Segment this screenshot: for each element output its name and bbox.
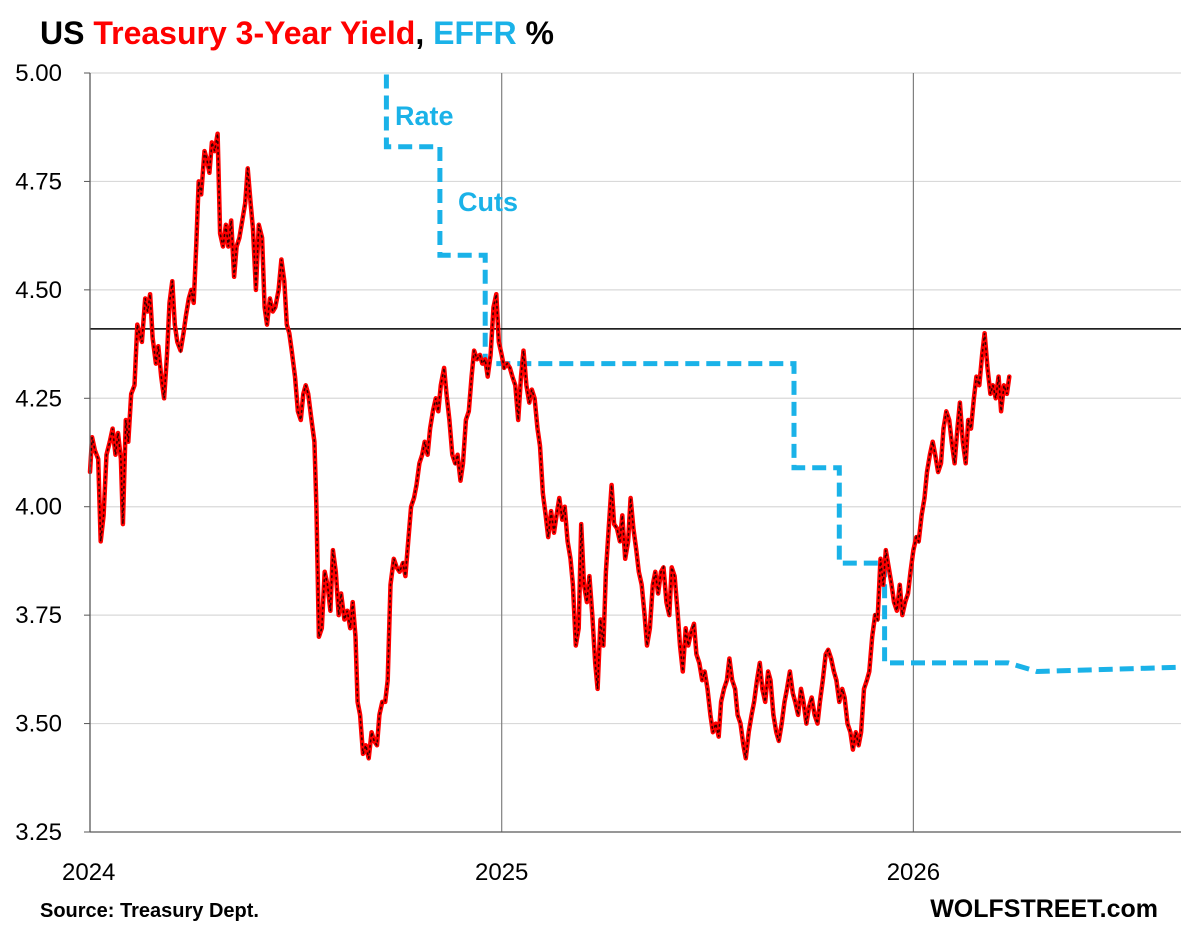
treasury-line xyxy=(87,131,1012,761)
gridlines xyxy=(90,72,1181,725)
title-part-us: US xyxy=(40,15,93,51)
y-axis-ticks: 5.00 4.75 4.50 4.25 4.00 3.75 3.50 3.25 xyxy=(15,60,90,846)
treasury-series xyxy=(87,131,1012,761)
x-tick-label: 2026 xyxy=(887,859,940,886)
effr-line xyxy=(383,73,1181,675)
y-tick-label: 3.25 xyxy=(15,819,62,846)
y-tick-label: 4.00 xyxy=(15,494,62,521)
treasury-line-markers xyxy=(89,133,1011,759)
y-tick-label: 4.50 xyxy=(15,277,62,304)
y-tick-label: 4.25 xyxy=(15,385,62,412)
chart-title: US Treasury 3-Year Yield, EFFR % xyxy=(40,15,554,51)
annotation-cuts: Cuts xyxy=(458,187,518,217)
title-part-percent: % xyxy=(517,15,554,51)
source-label: Source: Treasury Dept. xyxy=(40,900,259,922)
annotation-rate: Rate xyxy=(395,101,454,131)
title-part-comma: , xyxy=(415,15,433,51)
x-tick-label: 2025 xyxy=(475,859,528,886)
y-tick-label: 3.50 xyxy=(15,711,62,738)
x-axis-ticks: 2024 2025 2026 xyxy=(62,859,940,886)
axes xyxy=(89,73,1181,833)
title-part-effr: EFFR xyxy=(433,15,517,51)
y-tick-label: 5.00 xyxy=(15,60,62,87)
y-tick-label: 3.75 xyxy=(15,602,62,629)
year-divider-lines xyxy=(501,73,914,832)
title-part-treasury: Treasury 3-Year Yield xyxy=(93,15,415,51)
y-tick-label: 4.75 xyxy=(15,168,62,195)
x-tick-label: 2024 xyxy=(62,859,115,886)
brand-label: WOLFSTREET.com xyxy=(930,895,1158,923)
effr-series xyxy=(383,73,1181,675)
